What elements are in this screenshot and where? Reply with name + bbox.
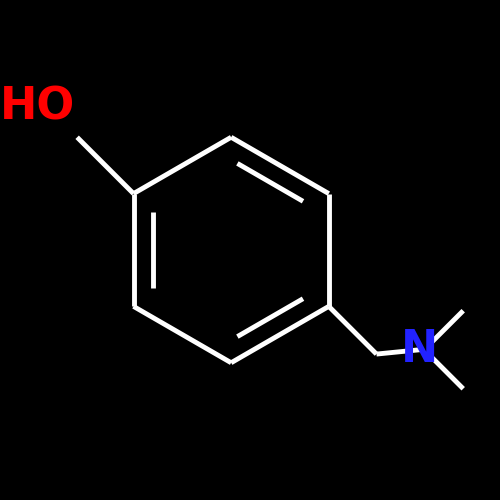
Text: N: N	[401, 328, 438, 371]
Text: HO: HO	[0, 86, 75, 128]
